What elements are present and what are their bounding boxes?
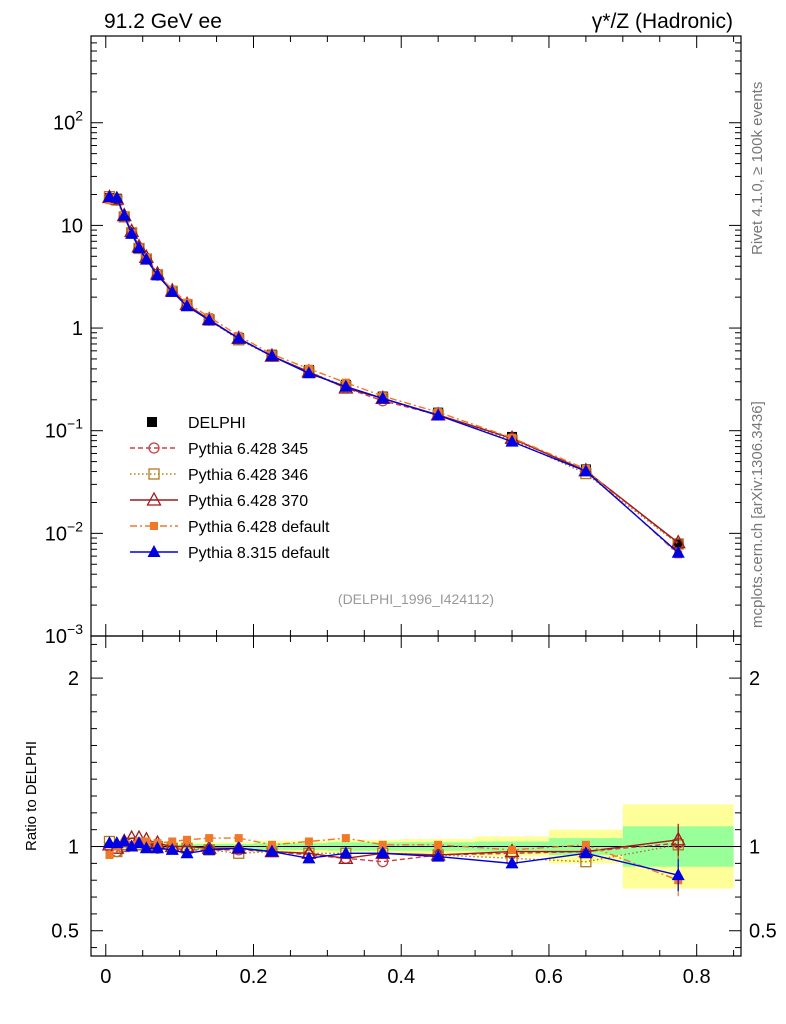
main-point-series-4 [302,366,316,379]
side-label-mcplots: mcplots.cern.ch [arXiv:1306.3436] [749,401,766,628]
legend-marker-4 [147,545,161,557]
legend-marker-1 [148,468,160,480]
main-point-series-4 [117,208,131,221]
legend-marker-2 [146,491,162,506]
xtick-label: 0.2 [240,966,268,988]
main-point-series-4 [125,226,139,239]
legend-label-1: Pythia 6.428 346 [188,467,308,484]
ratio-ytick-label: 1 [68,837,79,859]
legend-marker-3 [150,522,158,530]
main-series-line-2 [109,196,679,544]
ratio-point-series-3 [341,834,350,843]
main-point-series-4 [232,331,246,344]
legend-label-4: Pythia 8.315 default [188,545,330,562]
main-point-series-4 [339,379,353,392]
ratio-point-series-3 [105,850,114,859]
main-point-series-4 [150,268,164,281]
main-point-series-4 [202,313,216,326]
ratio-point-series-3 [304,837,313,846]
ratio-point-series-4 [505,856,519,869]
ratio-point-series-4 [165,842,179,855]
main-ytick-label: 10−1 [45,416,83,443]
legend-marker-delphi [147,417,157,427]
ratio-plot-series [101,823,686,897]
main-point-series-4 [165,284,179,297]
analysis-id-label: (DELPHI_1996_I424112) [338,591,494,607]
main-ytick-label: 10−3 [45,621,83,648]
ratio-ytick-label: 0.5 [51,921,79,943]
ratio-point-series-4 [302,851,316,864]
main-point-series-4 [132,241,146,254]
ratio-point-series-4 [265,844,279,857]
header-left-title: 91.2 GeV ee [104,10,222,33]
ratio-point-series-3 [508,845,517,854]
legend-label-0: Pythia 6.428 345 [188,441,308,458]
main-plot-series [101,189,686,559]
legend-label-2: Pythia 6.428 370 [188,493,308,510]
legend-label-3: Pythia 6.428 default [188,519,330,536]
ratio-point-series-3 [205,834,214,843]
main-point-series-4 [265,349,279,362]
ratio-y-axis: 0.5 0.5 1 1 2 2 [51,643,777,949]
ratio-point-series-4 [376,846,390,859]
ratio-point-series-4 [579,846,593,859]
xtick-label: 0.8 [683,966,711,988]
side-label-rivet: Rivet 4.1.0, ≥ 100k events [749,82,766,255]
xtick-label: 0 [100,966,111,988]
main-point-series-4 [376,391,390,404]
ratio-point-series-4 [339,846,353,859]
xtick-label: 0.6 [535,966,563,988]
legend-label-delphi: DELPHI [188,415,246,432]
ratio-point-series-4 [125,839,139,852]
main-point-series-4 [431,408,445,421]
header-right-title: γ*/Z (Hadronic) [592,10,733,33]
main-ytick-label: 10 [61,215,83,237]
main-point-series-4 [505,434,519,447]
x-axis: 0 0.2 0.4 0.6 0.8 [100,36,735,988]
ratio-point-series-3 [581,840,590,849]
ratio-point-series-4 [202,842,216,855]
ratio-ytick-label-right: 2 [749,668,760,690]
ratio-point-series-4 [431,849,445,862]
legend: DELPHI Pythia 6.428 345 Pythia 6.428 346 Py… [130,415,330,562]
main-data-point [673,539,684,550]
ratio-plot-frame [90,635,742,957]
main-point-series-4 [180,299,194,312]
ratio-point-series-3 [183,835,192,844]
ratio-point-series-4 [150,841,164,854]
main-point-series-4 [671,545,685,558]
ratio-point-series-4 [139,841,153,854]
ratio-ytick-label: 2 [68,668,79,690]
xtick-label: 0.4 [387,966,415,988]
main-ytick-label: 10−2 [45,518,83,545]
ratio-ytick-label-right: 1 [749,837,760,859]
ratio-point-series-4 [132,836,146,849]
ratio-point-series-3 [234,834,243,843]
main-ytick-label: 1 [72,318,83,340]
main-point-series-4 [579,464,593,477]
ratio-point-series-3 [434,840,443,849]
ratio-point-series-4 [117,834,131,847]
main-y-axis: 10−3 10−2 10−1 1 10 102 [45,35,741,648]
main-point-series-4 [110,190,124,203]
main-ytick-label: 102 [53,108,83,135]
main-series-line-1 [109,196,679,545]
ratio-ytick-label-right: 0.5 [749,921,777,943]
main-series-line-0 [109,197,679,545]
ratio-point-series-4 [232,841,246,854]
legend-marker-0 [148,442,160,454]
ratio-axis-label: Ratio to DELPHI [23,741,40,851]
main-point-series-4 [139,252,153,265]
ratio-point-series-3 [168,837,177,846]
ratio-point-series-3 [378,840,387,849]
ratio-point-series-4 [180,846,194,859]
